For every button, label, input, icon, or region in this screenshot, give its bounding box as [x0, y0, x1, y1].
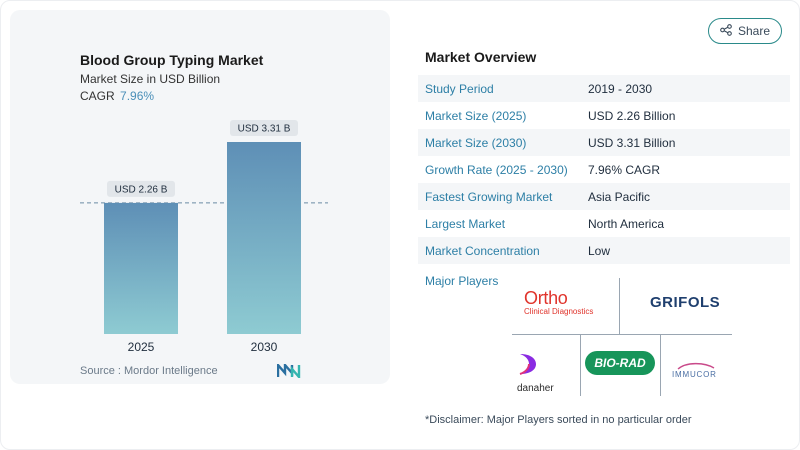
logo-grid-divider — [512, 334, 732, 335]
chart-subtitle: Market Size in USD Billion — [80, 72, 221, 86]
overview-row-value: North America — [588, 216, 665, 231]
overview-row: Largest Market North America — [418, 210, 790, 237]
major-players-label: Major Players — [425, 274, 499, 288]
danaher-mark-icon — [517, 354, 539, 380]
share-button[interactable]: Share — [708, 18, 782, 44]
overview-row: Market Size (2030) USD 3.31 Billion — [418, 129, 790, 156]
immucor-mark-icon — [672, 362, 717, 370]
ortho-logo: Ortho Clinical Diagnostics — [524, 288, 593, 316]
logo-grid-divider — [580, 334, 581, 396]
overview-table: Study Period 2019 - 2030 Market Size (20… — [418, 75, 790, 264]
overview-row-label: Study Period — [425, 81, 494, 96]
source-text: Source : Mordor Intelligence — [80, 365, 218, 377]
overview-row-value: Asia Pacific — [588, 189, 651, 204]
biorad-logo: BIO-RAD — [585, 351, 655, 375]
grifols-logo: GRIFOLS — [650, 294, 721, 311]
share-label: Share — [737, 24, 771, 38]
danaher-logo-text: danaher — [517, 383, 554, 394]
overview-row-label: Market Concentration — [425, 243, 540, 258]
overview-row-value: 2019 - 2030 — [588, 81, 653, 96]
cagr-value: 7.96% — [120, 89, 155, 103]
cagr-line: CAGR 7.96% — [80, 89, 154, 103]
overview-row: Fastest Growing Market Asia Pacific — [418, 183, 790, 210]
mordor-logo-icon — [276, 361, 301, 383]
immucor-logo-text: IMMUCOR — [672, 370, 717, 379]
logo-grid-divider — [619, 278, 620, 334]
overview-title: Market Overview — [425, 49, 537, 65]
overview-row-value: 7.96% CAGR — [588, 162, 661, 177]
overview-row-label: Market Size (2025) — [425, 108, 527, 123]
danaher-logo: danaher — [517, 352, 554, 394]
overview-row: Market Size (2025) USD 2.26 Billion — [418, 102, 790, 129]
chart-card — [10, 10, 390, 384]
overview-row: Market Concentration Low — [418, 237, 790, 264]
overview-row-value: USD 2.26 Billion — [588, 108, 676, 123]
ortho-logo-main: Ortho — [524, 288, 568, 308]
overview-row-label: Fastest Growing Market — [425, 189, 553, 204]
overview-row: Study Period 2019 - 2030 — [418, 75, 790, 102]
immucor-logo: IMMUCOR — [672, 362, 717, 379]
share-icon — [720, 23, 732, 39]
chart-title: Blood Group Typing Market — [80, 52, 264, 68]
overview-row-label: Growth Rate (2025 - 2030) — [425, 162, 568, 177]
overview-row-label: Market Size (2030) — [425, 135, 527, 150]
overview-row-value: USD 3.31 Billion — [588, 135, 676, 150]
ortho-logo-sub: Clinical Diagnostics — [524, 307, 594, 316]
cagr-label: CAGR — [80, 89, 115, 103]
disclaimer-text: *Disclaimer: Major Players sorted in no … — [425, 414, 692, 426]
overview-row-label: Largest Market — [425, 216, 506, 231]
overview-row: Growth Rate (2025 - 2030) 7.96% CAGR — [418, 156, 790, 183]
overview-row-value: Low — [588, 243, 611, 258]
logo-grid-divider — [660, 334, 661, 396]
